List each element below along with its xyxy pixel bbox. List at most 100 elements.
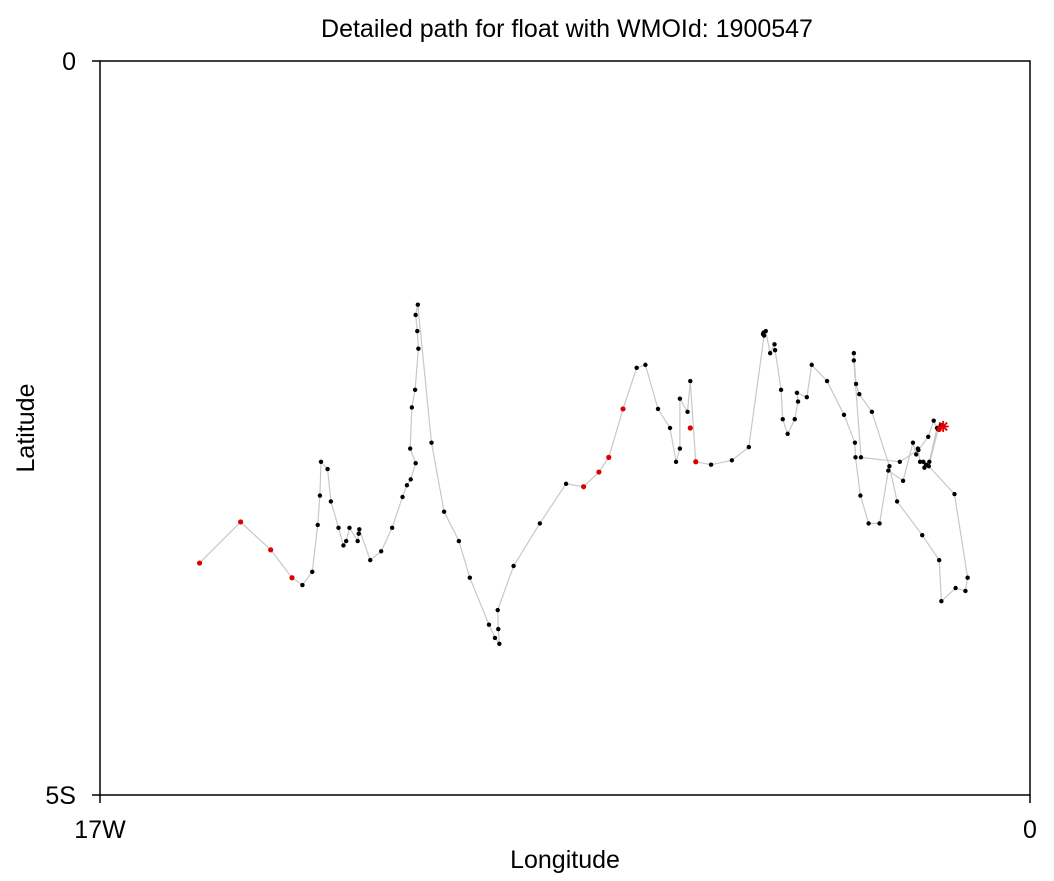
path-point [920, 532, 925, 538]
x-tick-label: 17W [74, 816, 126, 844]
flagged-point [693, 459, 699, 465]
path-point [858, 455, 864, 460]
path-point [389, 525, 395, 531]
path-point [936, 557, 942, 563]
path-point [413, 461, 418, 466]
path-point [927, 459, 932, 464]
path-point [400, 494, 405, 500]
path-point [772, 347, 778, 353]
path-point [563, 481, 569, 486]
path-point [685, 409, 690, 415]
path-point [894, 499, 900, 504]
path-point [853, 381, 859, 387]
path-point [409, 405, 415, 410]
path-point [655, 406, 661, 412]
path-point [413, 312, 418, 318]
path-point [841, 412, 847, 417]
path-point [496, 626, 501, 632]
path-point [378, 549, 384, 554]
y-tick-label: 5S [45, 782, 76, 810]
path-point [643, 362, 648, 368]
path-point [952, 491, 957, 497]
path-point [866, 521, 871, 526]
path-point [677, 396, 683, 401]
path-point [415, 302, 421, 307]
path-point [916, 447, 921, 453]
path-point [325, 466, 330, 472]
path-point [914, 452, 919, 457]
path-point [857, 392, 862, 397]
path-point [456, 538, 462, 544]
path-point [887, 463, 892, 469]
path-point [897, 459, 902, 464]
path-point [328, 499, 334, 504]
path-point [926, 463, 931, 469]
path-point [767, 350, 773, 356]
path-point [886, 468, 891, 473]
x-axis-label: Longitude [510, 846, 620, 874]
path-point [341, 543, 346, 548]
flagged-point [268, 547, 274, 553]
y-axis-label: Latitude [12, 384, 40, 473]
path-point [404, 483, 410, 488]
path-point [429, 440, 434, 445]
path-point [804, 394, 809, 400]
path-point [300, 582, 305, 588]
path-point [763, 328, 768, 334]
path-point [355, 538, 360, 544]
float-path-series [196, 302, 970, 646]
path-point [495, 607, 500, 613]
path-point [851, 358, 857, 363]
path-point [318, 459, 324, 464]
path-point [858, 493, 863, 498]
path-point [853, 455, 858, 460]
path-point [965, 575, 970, 580]
path-point [778, 387, 784, 393]
path-point [356, 531, 361, 536]
path-point [347, 525, 352, 531]
flagged-point [606, 454, 612, 460]
path-point [851, 350, 857, 356]
path-point [634, 365, 639, 371]
path-point [931, 418, 936, 423]
path-point [708, 462, 714, 467]
chart-title: Detailed path for float with WMOId: 1900… [321, 15, 813, 43]
path-point [785, 431, 790, 437]
path-point [416, 346, 421, 351]
path-point [760, 331, 766, 337]
path-point [852, 440, 858, 445]
path-point [537, 521, 543, 526]
path-point [921, 459, 926, 464]
path-point [795, 399, 801, 404]
path-point [917, 459, 923, 464]
path-point [511, 563, 516, 569]
path-point [772, 342, 777, 347]
path-point [467, 575, 473, 580]
path-point [408, 477, 413, 482]
y-tick-label: 0 [62, 48, 76, 76]
path-point [809, 362, 814, 368]
flagged-point [620, 406, 626, 412]
flagged-point [687, 425, 693, 431]
path-point [877, 521, 882, 526]
end-point-marker [937, 420, 949, 432]
path-point [343, 538, 349, 544]
path-point [792, 416, 797, 422]
path-point [794, 390, 800, 395]
path-point [492, 635, 498, 641]
path-point [412, 387, 418, 393]
path-point [357, 527, 362, 532]
path-point [368, 557, 373, 563]
path-point [317, 493, 323, 498]
path-point [486, 622, 492, 627]
path-point [688, 378, 693, 384]
path-point [939, 599, 944, 604]
path-point [310, 569, 315, 575]
axis-ticks: 17W 0 0 5S [45, 48, 1037, 844]
path-point [315, 522, 320, 528]
path-point [407, 446, 413, 451]
path-point [415, 328, 420, 334]
flagged-point [596, 469, 602, 475]
path-point [953, 585, 958, 591]
